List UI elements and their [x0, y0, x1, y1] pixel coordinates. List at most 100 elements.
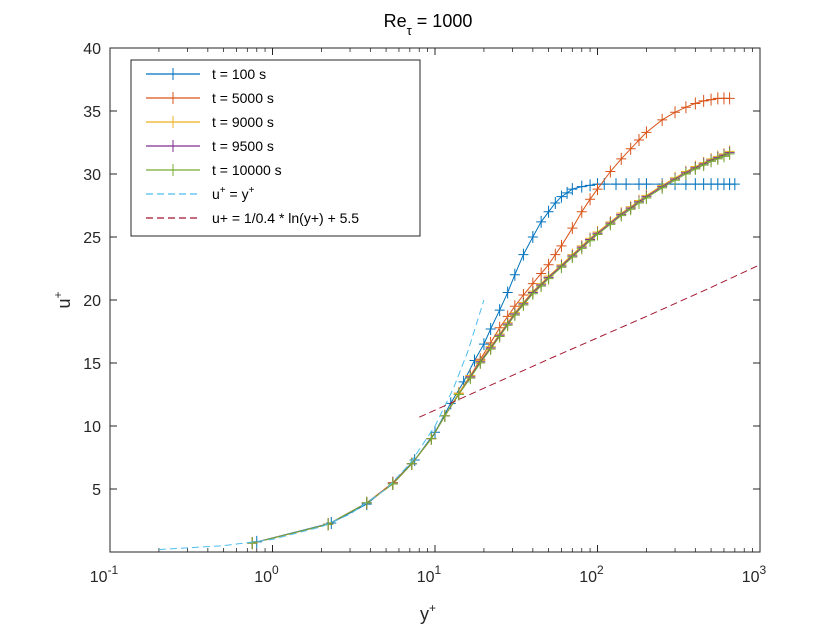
data-point-marker: [621, 178, 632, 191]
legend-marker: [168, 140, 178, 152]
data-point-marker: [543, 272, 554, 285]
data-point-marker: [567, 222, 578, 235]
series-1: [251, 178, 740, 548]
data-point-marker: [509, 309, 520, 322]
data-point-marker: [611, 178, 622, 191]
data-point-marker: [712, 152, 723, 165]
data-point-marker: [502, 286, 513, 299]
data-point-marker: [670, 106, 681, 119]
data-point-marker: [485, 322, 496, 335]
data-point-marker: [718, 150, 729, 163]
data-point-marker: [453, 388, 464, 401]
data-point-marker: [502, 319, 513, 332]
y-tick-label: 10: [83, 419, 101, 436]
data-point-marker: [585, 179, 596, 192]
data-point-marker: [670, 174, 681, 187]
y-tick-labels: 5 10 15 20 25 30 35 40: [83, 41, 101, 499]
data-point-marker: [426, 432, 437, 445]
data-point-marker: [567, 251, 578, 264]
legend-entry-label: u+ = y+: [212, 185, 255, 202]
data-point-marker: [729, 178, 740, 191]
data-point-marker: [633, 133, 644, 146]
data-point-marker: [690, 162, 701, 175]
data-point-marker: [478, 338, 489, 351]
data-point-marker: [556, 261, 567, 274]
legend-entry-label: t = 9000 s: [212, 114, 274, 130]
data-point-marker: [680, 178, 691, 191]
data-point-marker: [641, 126, 652, 139]
data-point-marker: [247, 537, 258, 550]
data-point-marker: [543, 205, 554, 218]
y-tick-label: 5: [92, 482, 101, 499]
series-7: [419, 264, 761, 418]
data-point-marker: [536, 267, 547, 280]
data-point-marker: [494, 330, 505, 343]
data-point-marker: [680, 101, 691, 114]
x-tick-label: 10-1: [90, 563, 119, 586]
data-point-marker: [527, 231, 538, 243]
x-axis-label: y+: [420, 601, 436, 624]
data-point-marker: [625, 203, 636, 216]
axis-ticks: [109, 47, 761, 552]
legend-entry-label: t = 5000 s: [212, 90, 274, 106]
legend-marker: [168, 92, 178, 104]
data-point-marker: [585, 193, 596, 206]
data-point-marker: [543, 258, 554, 271]
data-point-marker: [698, 159, 709, 172]
series-5: [247, 147, 735, 550]
data-point-marker: [518, 248, 529, 261]
plot-frame: [109, 47, 761, 553]
data-point-marker: [616, 209, 627, 222]
data-point-marker: [387, 477, 398, 490]
data-point-marker: [518, 299, 529, 312]
x-tick-label: 101: [417, 563, 442, 586]
data-point-marker: [605, 165, 616, 178]
data-point-marker: [605, 218, 616, 231]
data-point-marker: [724, 92, 735, 105]
data-point-marker: [550, 196, 561, 209]
data-point-marker: [527, 287, 538, 300]
x-tick-label: 100: [254, 563, 279, 586]
y-tick-label: 40: [83, 41, 101, 58]
data-point-marker: [485, 343, 496, 356]
legend-marker: [168, 68, 178, 80]
x-tick-label: 103: [742, 563, 767, 586]
data-point-marker: [592, 228, 603, 241]
x-tick-labels: 10-1 100 101 102 103: [90, 563, 767, 586]
legend: t = 100 s t = 5000 s t = 9000 s t = 9500 s t…: [130, 59, 421, 237]
legend-entry-label: t = 100 s: [212, 66, 266, 82]
data-point-marker: [680, 168, 691, 180]
data-point-marker: [406, 457, 417, 470]
data-point-marker: [361, 496, 372, 509]
data-point-marker: [576, 242, 587, 255]
data-point-marker: [465, 372, 476, 385]
data-point-marker: [576, 205, 587, 218]
legend-marker: [168, 164, 178, 176]
data-point-marker: [592, 183, 603, 196]
data-point-marker: [536, 280, 547, 293]
series-line: [419, 264, 761, 418]
legend-entry-label: t = 10000 s: [212, 162, 282, 178]
data-point-marker: [494, 304, 505, 317]
data-point-marker: [585, 234, 596, 247]
data-point-marker: [657, 181, 668, 194]
data-point-marker: [475, 357, 486, 369]
data-point-marker: [567, 183, 578, 196]
data-point-marker: [562, 186, 573, 199]
data-point-marker: [625, 142, 636, 155]
data-point-marker: [556, 190, 567, 203]
legend-marker: [168, 116, 178, 128]
y-tick-label: 15: [83, 356, 101, 373]
y-tick-label: 25: [83, 230, 101, 247]
data-point-marker: [641, 191, 652, 204]
x-tick-label: 102: [579, 563, 604, 586]
series-line: [158, 299, 485, 550]
data-point-marker: [439, 409, 450, 422]
legend-box: [130, 59, 421, 237]
data-point-marker: [641, 178, 652, 191]
data-point-marker: [616, 152, 627, 165]
y-tick-label: 30: [83, 167, 101, 184]
data-point-marker: [576, 180, 587, 193]
data-point-marker: [698, 94, 709, 107]
